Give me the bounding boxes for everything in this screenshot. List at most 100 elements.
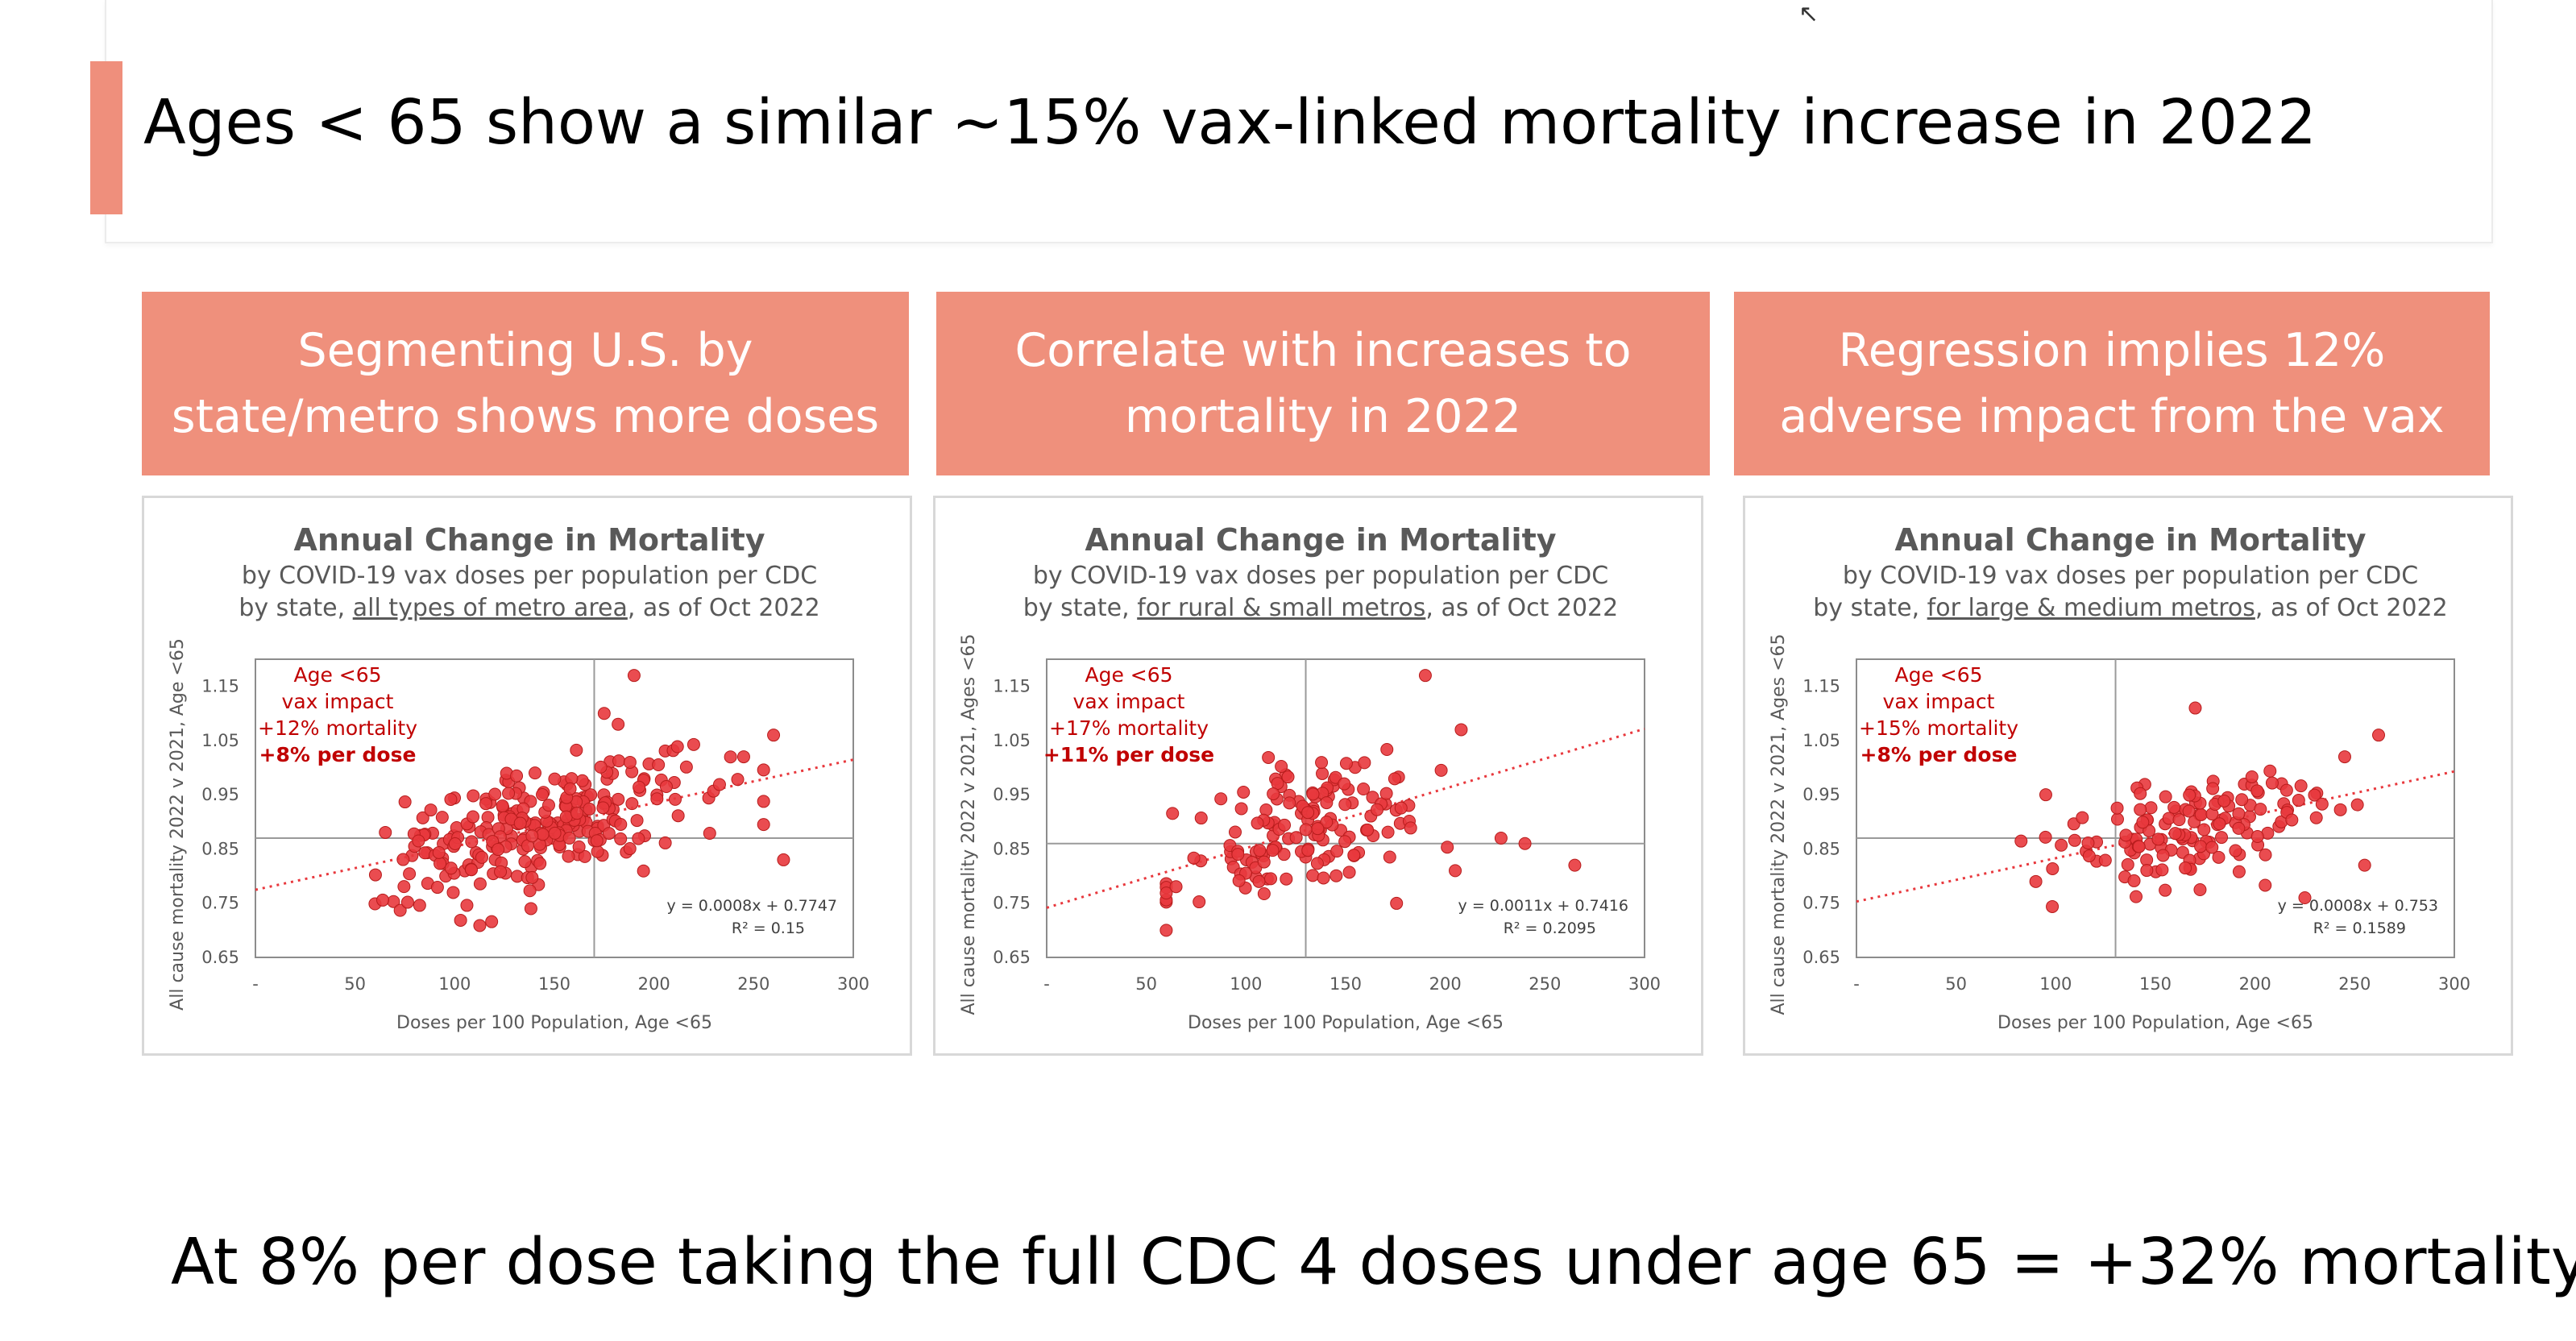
data-point bbox=[475, 850, 489, 864]
y-tick-label: 0.95 bbox=[993, 785, 1031, 804]
data-point bbox=[1404, 821, 1417, 835]
x-tick-label: - bbox=[1853, 974, 1860, 994]
data-point bbox=[2183, 788, 2196, 802]
data-point bbox=[529, 766, 542, 780]
data-point bbox=[1361, 823, 1375, 837]
data-point bbox=[1518, 837, 1532, 850]
data-point bbox=[1306, 869, 1320, 882]
data-point bbox=[2285, 813, 2299, 827]
data-point bbox=[2298, 891, 2312, 904]
data-point bbox=[668, 792, 682, 806]
data-point bbox=[659, 779, 673, 793]
data-point bbox=[1329, 869, 1343, 882]
data-point bbox=[1454, 723, 1468, 737]
data-point bbox=[2172, 813, 2186, 827]
data-point bbox=[767, 729, 781, 742]
chart-subtitle: by COVID-19 vax doses per population per… bbox=[242, 562, 817, 590]
data-point bbox=[2081, 837, 2095, 850]
data-point bbox=[562, 831, 576, 845]
data-point bbox=[1494, 832, 1508, 845]
chart-subtitle: by COVID-19 vax doses per population per… bbox=[1843, 562, 2418, 590]
y-tick-label: 1.05 bbox=[993, 731, 1031, 750]
data-point bbox=[2179, 861, 2192, 875]
data-point bbox=[1379, 787, 1393, 800]
data-point bbox=[2110, 801, 2124, 815]
data-point bbox=[454, 913, 467, 927]
data-point bbox=[2046, 899, 2060, 913]
data-point bbox=[1289, 831, 1303, 845]
data-point bbox=[2292, 794, 2305, 808]
annotation-line: +17% mortality bbox=[1049, 716, 1209, 740]
data-point bbox=[671, 809, 685, 823]
chart-panel-rural-small: Annual Change in Mortality by COVID-19 va… bbox=[933, 496, 1703, 1056]
data-point bbox=[1568, 858, 1582, 872]
x-tick-label: 50 bbox=[1135, 974, 1157, 994]
y-tick-label: 0.95 bbox=[201, 785, 239, 804]
x-tick-label: 150 bbox=[2139, 974, 2172, 994]
x-axis-label: Doses per 100 Population, Age <65 bbox=[1188, 1013, 1504, 1033]
x-tick-label: 100 bbox=[2039, 974, 2072, 994]
data-point bbox=[473, 877, 487, 891]
data-point bbox=[397, 880, 411, 894]
data-point bbox=[1347, 849, 1361, 862]
data-point bbox=[757, 818, 770, 832]
data-point bbox=[2206, 782, 2220, 795]
data-point bbox=[548, 772, 562, 786]
data-point bbox=[2121, 857, 2134, 871]
data-point bbox=[2333, 803, 2347, 816]
data-point bbox=[1381, 825, 1395, 839]
data-point bbox=[1234, 802, 1248, 816]
y-tick-label: 1.15 bbox=[201, 677, 239, 696]
plot-frame bbox=[1856, 658, 2455, 958]
data-point bbox=[2140, 864, 2154, 878]
data-point bbox=[2372, 729, 2386, 742]
x-axis-label: Doses per 100 Population, Age <65 bbox=[1997, 1013, 2313, 1033]
data-point bbox=[412, 834, 425, 848]
data-point bbox=[2136, 816, 2150, 829]
x-axis-label: Doses per 100 Population, Age <65 bbox=[396, 1013, 712, 1033]
data-point bbox=[2229, 844, 2242, 857]
data-point bbox=[602, 827, 616, 841]
data-point bbox=[1252, 874, 1266, 888]
x-tick-label: 200 bbox=[638, 974, 670, 994]
data-point bbox=[597, 707, 611, 720]
data-point bbox=[1320, 796, 1334, 810]
data-point bbox=[2308, 788, 2321, 802]
title-card bbox=[105, 0, 2493, 243]
x-tick-label: 100 bbox=[1230, 974, 1262, 994]
data-point bbox=[2259, 848, 2272, 861]
data-point bbox=[2215, 831, 2229, 845]
annotation-line: Age <65 bbox=[1085, 663, 1172, 687]
annotation-line: vax impact bbox=[1883, 690, 1995, 713]
data-point bbox=[1257, 855, 1271, 869]
data-point bbox=[1266, 844, 1280, 857]
data-point bbox=[525, 870, 539, 884]
data-point bbox=[1169, 880, 1183, 894]
data-point bbox=[1277, 848, 1291, 861]
data-point bbox=[444, 861, 458, 875]
data-point bbox=[460, 899, 474, 912]
data-point bbox=[1338, 798, 1352, 812]
data-point bbox=[2197, 823, 2211, 837]
x-tick-label: 50 bbox=[344, 974, 366, 994]
data-point bbox=[1311, 822, 1325, 836]
data-point bbox=[1315, 756, 1329, 770]
data-point bbox=[591, 845, 604, 858]
chart-subtitle-segment: by state, all types of metro area, as of… bbox=[239, 594, 819, 622]
data-point bbox=[2232, 865, 2246, 878]
data-point bbox=[1228, 825, 1242, 839]
data-point bbox=[658, 836, 672, 849]
trend-line bbox=[1046, 727, 1645, 909]
data-point bbox=[492, 843, 505, 857]
data-point bbox=[2159, 883, 2172, 897]
data-point bbox=[435, 811, 449, 824]
data-point bbox=[2309, 811, 2323, 824]
data-point bbox=[2159, 790, 2172, 803]
y-tick-label: 0.75 bbox=[201, 894, 239, 913]
data-point bbox=[1310, 857, 1324, 870]
data-point bbox=[2235, 793, 2249, 807]
x-tick-label: 250 bbox=[2338, 974, 2371, 994]
x-tick-label: - bbox=[1043, 974, 1050, 994]
data-point bbox=[1262, 750, 1276, 764]
data-point bbox=[1434, 763, 1448, 777]
